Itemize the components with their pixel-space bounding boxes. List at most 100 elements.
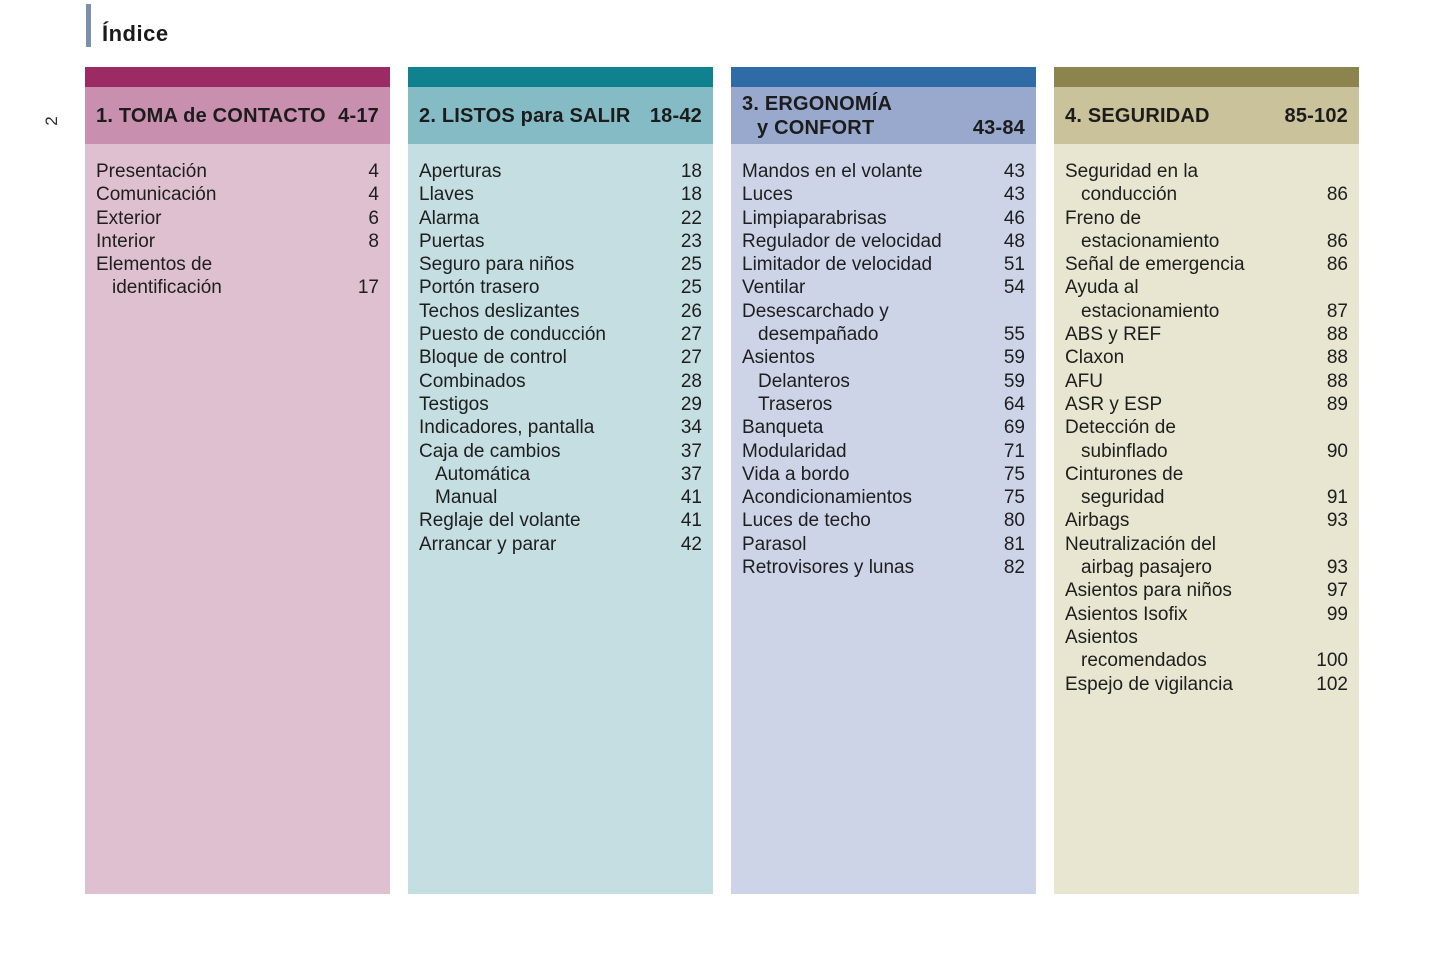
toc-item-label: Bloque de control xyxy=(419,347,567,369)
section-page-range: 85-102 xyxy=(1284,104,1348,127)
toc-item-page: 18 xyxy=(680,161,702,182)
section-title: y CONFORT xyxy=(757,116,875,139)
section-header: 2. LISTOS para SALIR 18-42 xyxy=(408,87,713,144)
toc-item-label: estacionamiento xyxy=(1081,300,1220,322)
section-header: 1. TOMA de CONTACTO 4-17 xyxy=(85,87,390,144)
toc-item-label: Cinturones de xyxy=(1065,463,1184,485)
toc-item-page: 18 xyxy=(680,184,702,206)
toc-item: Parasol 81 xyxy=(742,533,1025,556)
toc-item-label: Delanteros xyxy=(758,370,850,392)
toc-item-label: ASR y ESP xyxy=(1065,393,1163,415)
toc-item-label: airbag pasajero xyxy=(1081,557,1212,579)
toc-item: Neutralización del airbag pasajero 93 xyxy=(1065,533,1348,580)
toc-section: 1. TOMA de CONTACTO 4-17 Presentación 4 Com… xyxy=(85,67,390,894)
toc-item-page: 82 xyxy=(1003,557,1025,579)
toc-item-label: Señal de emergencia xyxy=(1065,254,1245,276)
toc-item: Ventilar 54 xyxy=(742,276,1025,299)
toc-item: Espejo de vigilancia 102 xyxy=(1065,673,1348,696)
toc-item-page: 25 xyxy=(680,254,702,276)
toc-item-page: 99 xyxy=(1326,603,1348,625)
toc-item: Arrancar y parar 42 xyxy=(419,533,702,556)
toc-item-page: 27 xyxy=(680,324,702,346)
toc-item-label: identificación xyxy=(112,277,222,299)
toc-item-page: 46 xyxy=(1003,207,1025,229)
toc-item-label: Arrancar y parar xyxy=(419,533,557,555)
toc-item-label: Airbags xyxy=(1065,510,1130,532)
toc-item-page: 88 xyxy=(1326,347,1348,369)
toc-item: Claxon 88 xyxy=(1065,346,1348,369)
toc-item-label: Vida a bordo xyxy=(742,463,850,485)
toc-item-page: 90 xyxy=(1326,440,1348,462)
toc-item: Acondicionamientos 75 xyxy=(742,486,1025,509)
toc-item-label: Puesto de conducción xyxy=(419,324,606,346)
toc-section: 4. SEGURIDAD 85-102 Seguridad en la conduc… xyxy=(1054,67,1359,894)
toc-item-label: Asientos Isofix xyxy=(1065,603,1188,625)
toc-item-page: 4 xyxy=(368,161,379,182)
toc-item-label: ABS y REF xyxy=(1065,324,1162,346)
toc-item-page: 59 xyxy=(1003,347,1025,369)
toc-item-page: 4 xyxy=(368,184,379,206)
toc-item-label: Limpiaparabrisas xyxy=(742,207,887,229)
section-top-bar xyxy=(1054,67,1359,87)
toc-item-page: 91 xyxy=(1326,487,1348,509)
toc-item: Regulador de velocidad 48 xyxy=(742,230,1025,253)
toc-item: Automática 37 xyxy=(419,463,702,486)
toc-item: Presentación 4 xyxy=(96,160,379,183)
toc-item-label: recomendados xyxy=(1081,650,1207,672)
toc-item: Seguro para niños 25 xyxy=(419,253,702,276)
toc-item-page: 29 xyxy=(680,393,702,415)
toc-item: Modularidad 71 xyxy=(742,440,1025,463)
toc-item-page: 69 xyxy=(1003,417,1025,439)
section-top-bar xyxy=(85,67,390,87)
toc-item-page: 89 xyxy=(1326,393,1348,415)
toc-item: Combinados 28 xyxy=(419,370,702,393)
toc-item-page: 75 xyxy=(1003,463,1025,485)
section-title: 2. LISTOS para SALIR xyxy=(419,104,631,127)
toc-item-label: Acondicionamientos xyxy=(742,487,913,509)
toc-item-label: Asientos xyxy=(742,347,815,369)
toc-item-page: 42 xyxy=(680,533,702,555)
toc-item-page: 55 xyxy=(1003,324,1025,346)
toc-item-label: Banqueta xyxy=(742,417,824,439)
toc-item-label: Limitador de velocidad xyxy=(742,254,933,276)
toc-item-label: Aperturas xyxy=(419,161,502,182)
section-page-range: 4-17 xyxy=(338,104,379,127)
toc-item-page: 34 xyxy=(680,417,702,439)
toc-item: Comunicación 4 xyxy=(96,183,379,206)
toc-item-label: Exterior xyxy=(96,207,162,229)
toc-item-label: Caja de cambios xyxy=(419,440,561,462)
index-accent-bar xyxy=(86,4,91,47)
toc-item-label: Espejo de vigilancia xyxy=(1065,673,1233,695)
toc-item: Interior 8 xyxy=(96,230,379,253)
toc-item-page: 43 xyxy=(1003,184,1025,206)
section-item-list: Presentación 4 Comunicación 4 Exterior 6 Inter… xyxy=(85,144,390,300)
toc-item-label: Indicadores, pantalla xyxy=(419,417,595,439)
toc-item: ABS y REF 88 xyxy=(1065,323,1348,346)
section-item-list: Seguridad en la conducción 86 Freno de estac… xyxy=(1054,144,1359,696)
toc-item: Puesto de conducción 27 xyxy=(419,323,702,346)
toc-item-label: Parasol xyxy=(742,533,807,555)
toc-item-label: Automática xyxy=(435,463,531,485)
toc-item-label: Puertas xyxy=(419,230,485,252)
toc-item-page: 88 xyxy=(1326,370,1348,392)
section-header: 4. SEGURIDAD 85-102 xyxy=(1054,87,1359,144)
toc-item-page: 93 xyxy=(1326,510,1348,532)
toc-item: Asientos 59 xyxy=(742,346,1025,369)
toc-item-label: Reglaje del volante xyxy=(419,510,581,532)
toc-item: Llaves 18 xyxy=(419,183,702,206)
toc-item-label: Seguro para niños xyxy=(419,254,575,276)
toc-item-label: Modularidad xyxy=(742,440,847,462)
toc-item-page: 28 xyxy=(680,370,702,392)
toc-item: Limpiaparabrisas 46 xyxy=(742,207,1025,230)
toc-item-page: 88 xyxy=(1326,324,1348,346)
toc-item-label: estacionamiento xyxy=(1081,230,1220,252)
toc-item: Limitador de velocidad 51 xyxy=(742,253,1025,276)
toc-item-page: 8 xyxy=(368,230,379,252)
section-header: 3. ERGONOMÍA y CONFORT 43-84 xyxy=(731,87,1036,144)
toc-item-label: Llaves xyxy=(419,184,474,206)
toc-item: Ayuda al estacionamiento 87 xyxy=(1065,276,1348,323)
toc-item-page: 6 xyxy=(368,207,379,229)
toc-item-label: Asientos para niños xyxy=(1065,580,1232,602)
toc-item-label: Regulador de velocidad xyxy=(742,230,942,252)
toc-item: Indicadores, pantalla 34 xyxy=(419,416,702,439)
